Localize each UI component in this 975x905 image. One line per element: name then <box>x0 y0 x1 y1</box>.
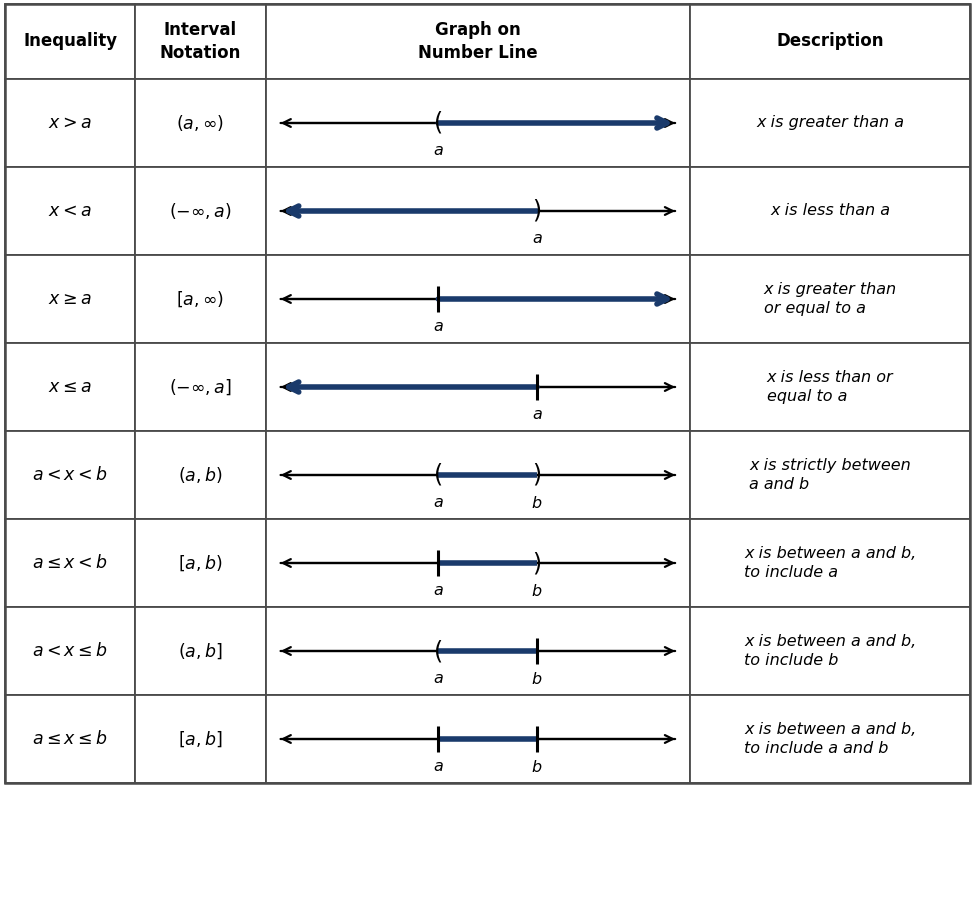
Text: $a$: $a$ <box>531 407 542 422</box>
Bar <box>690 607 970 695</box>
Bar <box>5 4 970 783</box>
Text: x is greater than
or equal to a: x is greater than or equal to a <box>763 281 897 317</box>
Text: Description: Description <box>776 33 883 51</box>
Text: $[a, \infty)$: $[a, \infty)$ <box>176 290 224 309</box>
Bar <box>265 519 690 607</box>
Bar <box>265 607 690 695</box>
Text: ): ) <box>532 199 541 223</box>
Text: $x < a$: $x < a$ <box>49 202 92 220</box>
Bar <box>265 4 690 79</box>
Text: $(-\infty, a]$: $(-\infty, a]$ <box>169 377 232 396</box>
Bar <box>136 255 265 343</box>
Text: x is between a and b,
to include a: x is between a and b, to include a <box>744 546 916 580</box>
Bar <box>5 695 136 783</box>
Text: $a$: $a$ <box>433 319 444 334</box>
Bar <box>265 343 690 431</box>
Text: x is between a and b,
to include b: x is between a and b, to include b <box>744 634 916 669</box>
Bar <box>136 167 265 255</box>
Bar <box>136 343 265 431</box>
Text: $a \leq x < b$: $a \leq x < b$ <box>32 554 108 572</box>
Text: Graph on
Number Line: Graph on Number Line <box>418 22 537 62</box>
Bar <box>690 431 970 519</box>
Text: $b$: $b$ <box>531 583 543 599</box>
Text: $a < x < b$: $a < x < b$ <box>32 466 108 484</box>
Text: $(a, b]$: $(a, b]$ <box>178 642 222 661</box>
Bar <box>5 255 136 343</box>
Bar <box>136 79 265 167</box>
Text: (: ( <box>434 639 443 663</box>
Text: $(-\infty, a)$: $(-\infty, a)$ <box>169 201 232 221</box>
Text: $x > a$: $x > a$ <box>49 114 92 132</box>
Text: $a$: $a$ <box>433 671 444 686</box>
Bar <box>5 343 136 431</box>
Bar <box>265 255 690 343</box>
Text: $b$: $b$ <box>531 671 543 687</box>
Bar <box>5 167 136 255</box>
Text: x is less than a: x is less than a <box>770 204 890 218</box>
Text: Interval
Notation: Interval Notation <box>160 22 241 62</box>
Text: x is less than or
equal to a: x is less than or equal to a <box>766 369 893 405</box>
Bar <box>136 431 265 519</box>
Bar <box>690 519 970 607</box>
Bar <box>690 79 970 167</box>
Text: x is between a and b,
to include a and b: x is between a and b, to include a and b <box>744 721 916 757</box>
Text: ): ) <box>532 551 541 575</box>
Text: $a < x \leq b$: $a < x \leq b$ <box>32 642 108 660</box>
Bar <box>265 167 690 255</box>
Bar <box>690 4 970 79</box>
Bar <box>136 695 265 783</box>
Text: $b$: $b$ <box>531 495 543 511</box>
Text: $x \leq a$: $x \leq a$ <box>49 378 92 396</box>
Bar <box>265 431 690 519</box>
Text: $b$: $b$ <box>531 759 543 775</box>
Text: (: ( <box>434 463 443 487</box>
Text: $(a, \infty)$: $(a, \infty)$ <box>176 113 224 133</box>
Text: $[a, b)$: $[a, b)$ <box>178 553 222 573</box>
Bar <box>136 519 265 607</box>
Text: Inequality: Inequality <box>23 33 117 51</box>
Bar <box>136 4 265 79</box>
Text: $a$: $a$ <box>433 759 444 774</box>
Text: $a$: $a$ <box>433 143 444 158</box>
Bar <box>5 431 136 519</box>
Bar <box>5 519 136 607</box>
Bar <box>265 695 690 783</box>
Text: x is strictly between
a and b: x is strictly between a and b <box>749 458 911 492</box>
Text: $x \geq a$: $x \geq a$ <box>49 290 92 308</box>
Bar <box>690 167 970 255</box>
Bar <box>690 695 970 783</box>
Text: ): ) <box>532 463 541 487</box>
Bar <box>690 255 970 343</box>
Text: x is greater than a: x is greater than a <box>756 116 904 130</box>
Text: (: ( <box>434 111 443 135</box>
Text: $a$: $a$ <box>531 231 542 246</box>
Text: $(a, b)$: $(a, b)$ <box>178 465 222 485</box>
Bar <box>690 343 970 431</box>
Text: $a \leq x \leq b$: $a \leq x \leq b$ <box>32 730 108 748</box>
Bar <box>5 79 136 167</box>
Bar <box>265 79 690 167</box>
Text: $a$: $a$ <box>433 495 444 510</box>
Bar <box>136 607 265 695</box>
Text: $a$: $a$ <box>433 583 444 598</box>
Bar <box>5 4 136 79</box>
Text: $[a, b]$: $[a, b]$ <box>178 729 222 748</box>
Bar <box>5 607 136 695</box>
